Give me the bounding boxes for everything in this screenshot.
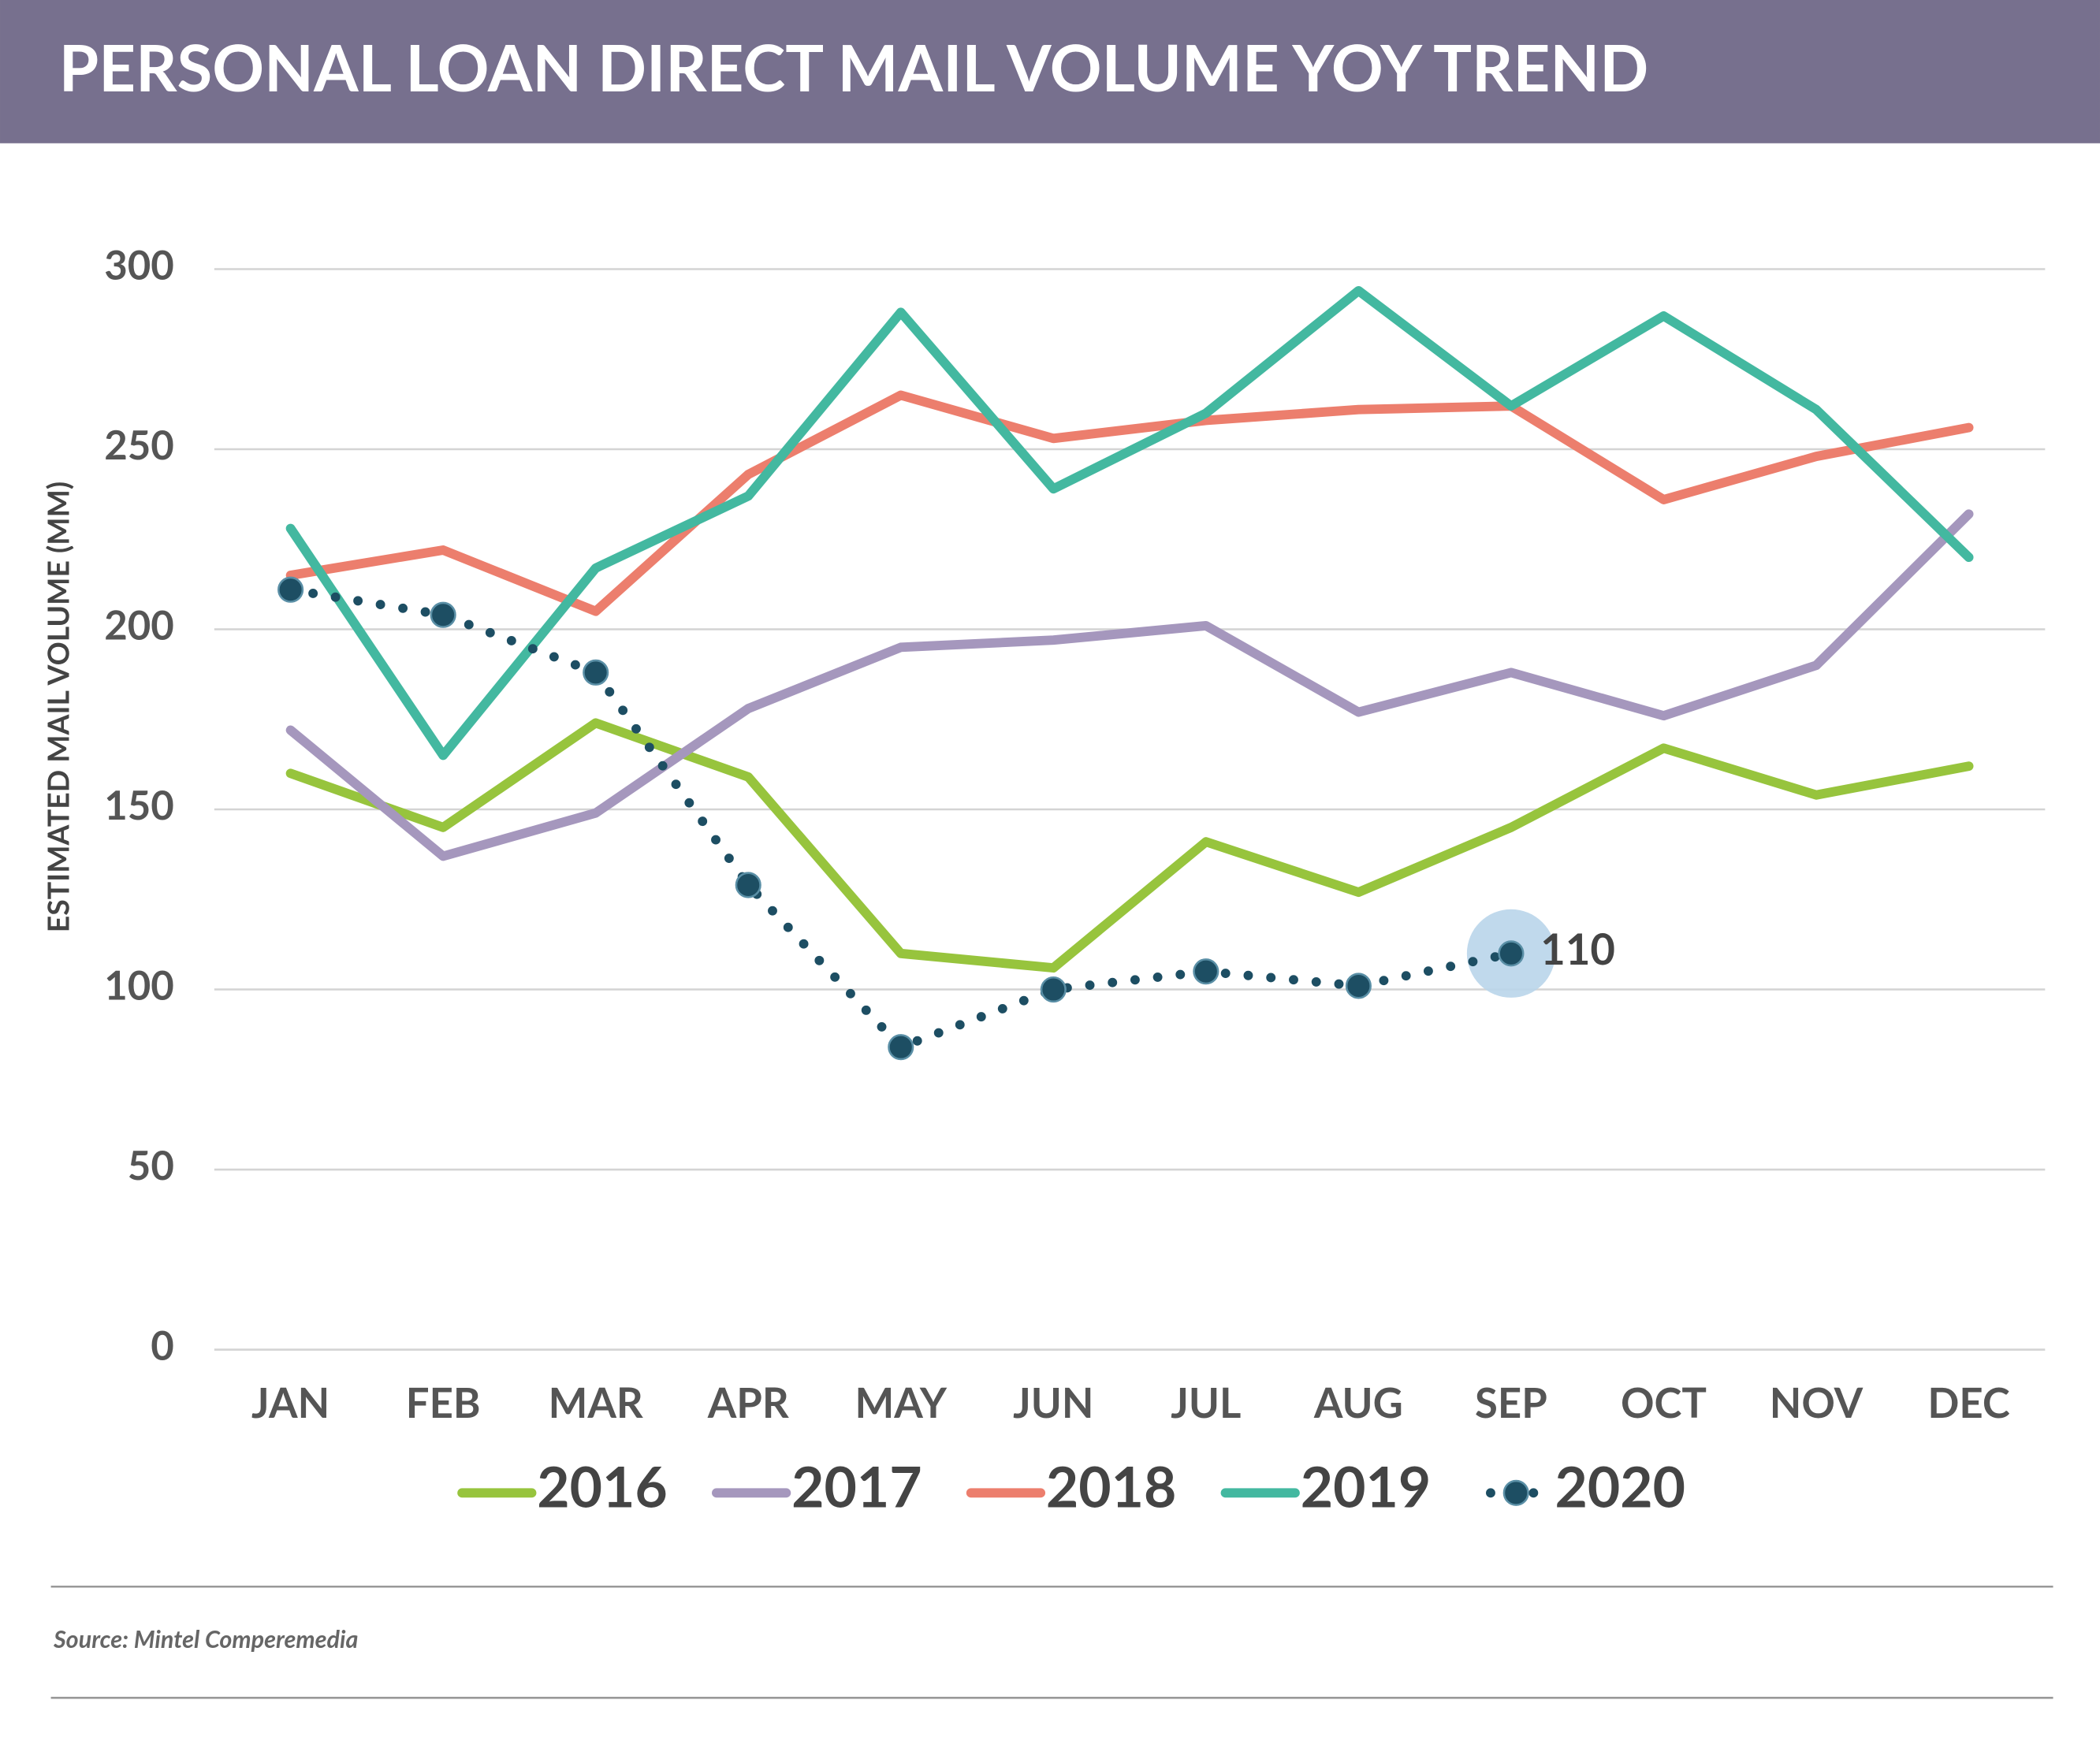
legend-label: 2017: [791, 1453, 922, 1520]
y-tick-label: 200: [104, 601, 174, 649]
point-marker: [583, 659, 609, 686]
x-tick-label: APR: [707, 1378, 789, 1427]
series-line: [285, 585, 1516, 1052]
x-tick-label: FEB: [406, 1378, 481, 1427]
source-note: Source: Mintel Comperemedia: [53, 1624, 358, 1653]
data-label: 110: [1540, 922, 1615, 974]
x-tick-label: SEP: [1475, 1378, 1547, 1427]
x-tick-label: NOV: [1770, 1378, 1864, 1427]
x-tick-label: JUN: [1013, 1378, 1093, 1427]
y-tick-label: 300: [104, 240, 174, 288]
series-line: [285, 285, 1974, 761]
y-tick-label: 100: [104, 961, 174, 1009]
x-tick-label: MAY: [855, 1378, 948, 1427]
x-tick-label: JUL: [1171, 1378, 1241, 1427]
point-marker: [1193, 958, 1219, 985]
y-tick-label: 250: [104, 420, 174, 468]
x-tick-label: AUG: [1313, 1378, 1403, 1427]
legend-label: 2016: [537, 1453, 668, 1520]
point-marker: [1345, 973, 1372, 999]
legend-swatch: [1502, 1479, 1529, 1506]
point-marker: [888, 1034, 914, 1061]
point-marker: [735, 872, 761, 898]
y-tick-label: 0: [151, 1321, 174, 1369]
series-line: [285, 718, 1974, 973]
legend-label: 2018: [1046, 1453, 1177, 1520]
point-marker: [277, 576, 304, 603]
x-tick-label: MAR: [549, 1378, 643, 1427]
legend-label: 2020: [1555, 1453, 1686, 1520]
title-banner: [0, 0, 2100, 143]
x-tick-label: DEC: [1927, 1378, 2010, 1427]
y-axis-label: ESTIMATED MAIL VOLUME (MM): [40, 482, 76, 932]
x-tick-label: JAN: [251, 1378, 330, 1427]
chart-title: PERSONAL LOAN DIRECT MAIL VOLUME YOY TRE…: [59, 29, 1648, 106]
point-marker: [430, 601, 456, 628]
y-tick-label: 150: [104, 780, 174, 828]
point-marker: [1498, 940, 1525, 967]
series-line: [285, 509, 1974, 861]
point-marker: [1040, 976, 1067, 1003]
legend-label: 2019: [1301, 1453, 1432, 1520]
y-tick-label: 50: [128, 1140, 174, 1188]
series-line: [285, 390, 1974, 616]
x-tick-label: OCT: [1621, 1378, 1707, 1427]
